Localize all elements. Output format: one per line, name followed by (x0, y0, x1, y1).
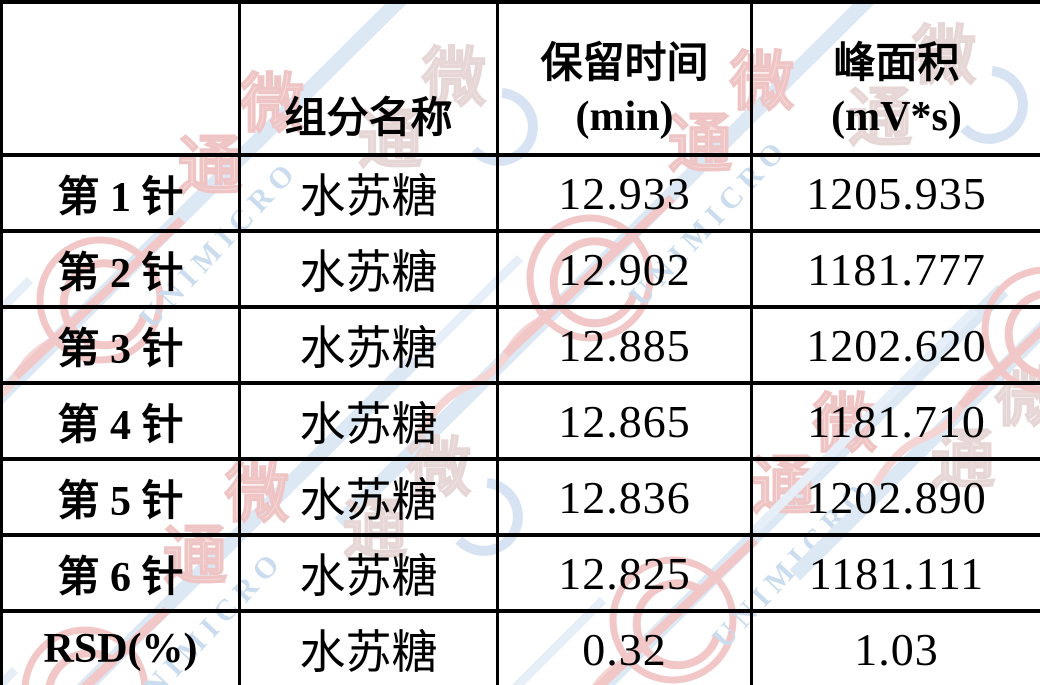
row-label: 第 6 针 (0, 533, 241, 613)
header-component-label: 组分名称 (284, 95, 453, 142)
cell-area: 1181.710 (750, 381, 1040, 461)
cell-retention: 0.32 (496, 609, 753, 685)
cell-retention: 12.865 (496, 381, 753, 461)
row-label: 第 1 针 (0, 153, 241, 233)
table-row-rsd: RSD(%) 水苏糖 0.32 1.03 (0, 609, 1040, 685)
table-row-injection-6: 第 6 针 水苏糖 12.825 1181.111 (0, 533, 1040, 613)
header-area: 峰面积 (mV*s) (750, 0, 1040, 157)
row-label: 第 3 针 (0, 305, 241, 385)
row-label: RSD(%) (0, 609, 241, 685)
cell-component: 水苏糖 (238, 305, 499, 385)
cell-component: 水苏糖 (238, 381, 499, 461)
header-retention-title: 保留时间 (540, 40, 709, 87)
cell-area: 1181.777 (750, 229, 1040, 309)
header-component: 组分名称 (238, 0, 499, 157)
header-blank (0, 0, 241, 157)
cell-area: 1.03 (750, 609, 1040, 685)
table-row-injection-2: 第 2 针 水苏糖 12.902 1181.777 (0, 229, 1040, 309)
table-header-row: 组分名称 保留时间 (min) 峰面积 (mV*s) (0, 0, 1040, 157)
row-label: 第 5 针 (0, 457, 241, 537)
cell-retention: 12.902 (496, 229, 753, 309)
table-row-injection-3: 第 3 针 水苏糖 12.885 1202.620 (0, 305, 1040, 385)
cell-component: 水苏糖 (238, 229, 499, 309)
cell-area: 1181.111 (750, 533, 1040, 613)
header-area-title: 峰面积 (833, 40, 960, 87)
table-row-injection-5: 第 5 针 水苏糖 12.836 1202.890 (0, 457, 1040, 537)
cell-component: 水苏糖 (238, 533, 499, 613)
table-row-injection-1: 第 1 针 水苏糖 12.933 1205.935 (0, 153, 1040, 233)
cell-area: 1202.620 (750, 305, 1040, 385)
cell-component: 水苏糖 (238, 457, 499, 537)
cell-retention: 12.933 (496, 153, 753, 233)
cell-component: 水苏糖 (238, 609, 499, 685)
cell-area: 1202.890 (750, 457, 1040, 537)
cell-retention: 12.885 (496, 305, 753, 385)
cell-retention: 12.825 (496, 533, 753, 613)
table-row-injection-4: 第 4 针 水苏糖 12.865 1181.710 (0, 381, 1040, 461)
cell-component: 水苏糖 (238, 153, 499, 233)
row-label: 第 2 针 (0, 229, 241, 309)
row-label: 第 4 针 (0, 381, 241, 461)
header-retention-unit: (min) (575, 94, 674, 141)
header-area-unit: (mV*s) (831, 94, 962, 141)
cell-area: 1205.935 (750, 153, 1040, 233)
header-retention: 保留时间 (min) (496, 0, 753, 157)
cell-retention: 12.836 (496, 457, 753, 537)
